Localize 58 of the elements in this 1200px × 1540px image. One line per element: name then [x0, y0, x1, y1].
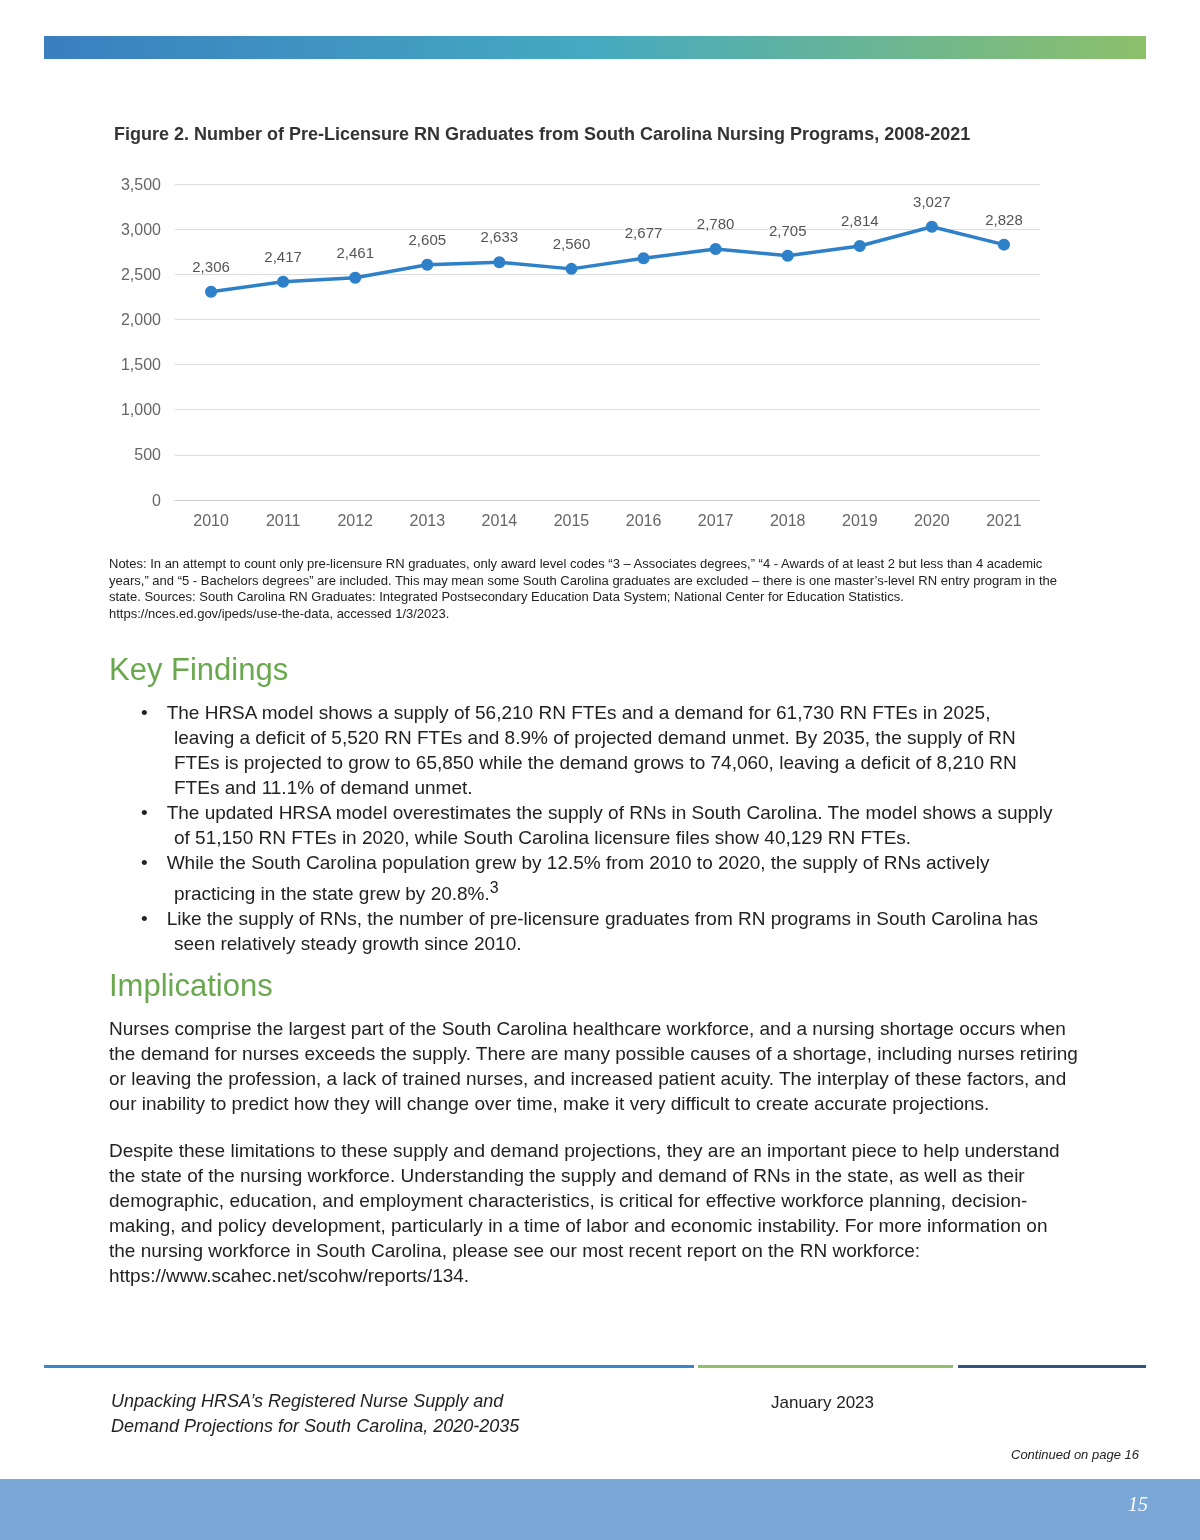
point [925, 220, 938, 233]
point [277, 275, 290, 288]
point [421, 258, 434, 271]
x-tick-label: 2016 [625, 511, 662, 529]
y-tick-label: 3,000 [120, 220, 162, 238]
point [637, 252, 650, 265]
text: • The HRSA model shows a supply of 56,210 RN FTEs and a demand for 61,730 RN FTEs in 2025, leaving a deficit of 5,520 RN FTEs and 8.9% of projected demand unmet. By 2035, the supply of RN FTEs is projected to grow to 65,850 while the demand grows to 74,060, leaving a deficit of 8,210 RN FTEs and 11.1% of demand unmet. [141, 701, 1018, 800]
point [709, 243, 722, 255]
text: January 2023 [771, 1393, 875, 1413]
data-label: 2,461 [336, 243, 374, 261]
point [205, 285, 218, 298]
y-tick-label: 500 [134, 446, 162, 464]
text: Despite these limitations to these supply and demand projections, they are an important piece to help understand the state of the nursing workforce. Understanding the supply and demand of RNs in the state, as well as their demographic, education, and employment characteristics, is critical for effective workforce planning, decision-making, and policy development, particularly in a time of labor and economic instability. For more information on the nursing workforce in South Carolina, please see our most recent report on the RN workforce: https://www.scahec.net/scohw/reports/134. [109, 1139, 1061, 1289]
point [853, 239, 866, 252]
y-tick-label: 1,500 [120, 356, 162, 374]
point [565, 262, 578, 275]
data-label: 3,027 [913, 192, 951, 210]
text: Implications [109, 968, 274, 1005]
footer-band: 15 [0, 1479, 1200, 1540]
x-tick-label: 2010 [193, 511, 229, 529]
data-label: 2,705 [768, 221, 807, 239]
point [349, 271, 362, 284]
text: Notes: In an attempt to count only pre-licensure RN graduates, only award level codes “3 – Associates degrees,” “4 - Awards of at least 2 but less than 4 academic years,” and “5 - Bachelors degrees” are included. This may mean some South Carolina graduates are excluded – there is one master’s-level RN entry program in the state. Sources: South Carolina RN Graduates: Integrated Postsecondary Education Data System; National Center for Education Statistics. https://nces.ed.gov/ipeds/use-the-data, accessed 1/3/2023. [109, 556, 1059, 622]
x-tick-label: 2019 [841, 511, 878, 529]
data-label: 2,560 [552, 234, 591, 252]
data-label: 2,306 [192, 257, 230, 275]
text: Key Findings [109, 652, 290, 688]
point [781, 249, 794, 262]
text: • The updated HRSA model overestimates the supply of RNs in South Carolina. The model shows a supply of 51,150 RN FTEs in 2020, while South Carolina licensure files show 40,129 RN FTEs. [141, 801, 1054, 850]
y-tick-label: 1,000 [120, 401, 162, 419]
data-label: 2,605 [408, 230, 447, 248]
y-tick-label: 2,500 [120, 265, 162, 283]
text: • While the South Carolina population grew by 12.5% from 2010 to 2020, the supply of RNs actively practicing in the state grew by 20.8%.$^{3}$ [141, 851, 991, 907]
chart-title: Figure 2. Number of Pre-Licensure RN Graduates from South Carolina Nursing Programs, 2008-2021 [114, 124, 971, 144]
x-tick-label: 2020 [914, 511, 950, 529]
text: Unpacking HRSA’s Registered Nurse Supply and Demand Projections for South Carolina, 2020-2035 [111, 1390, 521, 1438]
data-label: 2,677 [624, 224, 663, 242]
text: Continued on page 16 [1011, 1447, 1139, 1462]
text: • Like the supply of RNs, the number of pre-licensure graduates from RN programs in South Carolina has seen relatively steady growth since 2010. [141, 907, 1039, 957]
x-tick-label: 2015 [553, 511, 590, 529]
y-tick-label: 3,500 [120, 175, 162, 193]
x-tick-label: 2017 [697, 511, 734, 529]
x-tick-label: 2012 [337, 511, 374, 529]
y-tick-label: 2,000 [120, 310, 162, 328]
point [997, 238, 1010, 251]
x-tick-label: 2014 [481, 511, 518, 529]
text: Nurses comprise the largest part of the South Carolina healthcare workforce, and a nursing shortage occurs when the demand for nurses exceeds the supply. There are many possible causes of a shortage, including nurses retiring or leaving the profession, a lack of trained nurses, and increased patient acuity. The interplay of these factors, and our inability to predict how they will change over time, make it very difficult to create accurate projections. [109, 1017, 1079, 1117]
point [493, 256, 506, 269]
data-label: 2,814 [841, 211, 879, 229]
x-tick-label: 2021 [986, 511, 1022, 529]
x-tick-label: 2011 [265, 511, 301, 529]
data-label: 2,780 [696, 215, 735, 233]
x-tick-label: 2018 [769, 511, 806, 529]
data-label: 2,417 [264, 247, 302, 265]
data-label: 2,633 [480, 228, 519, 246]
data-label: 2,828 [985, 210, 1023, 228]
x-tick-label: 2013 [409, 511, 446, 529]
y-tick-label: 0 [152, 491, 162, 509]
